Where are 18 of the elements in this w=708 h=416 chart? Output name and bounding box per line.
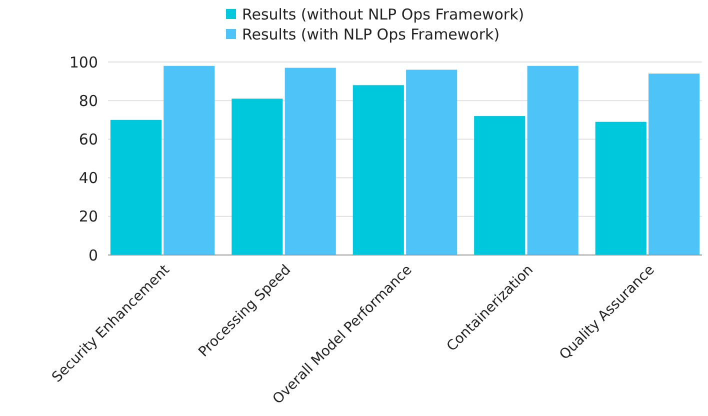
legend-label: Results (with NLP Ops Framework) xyxy=(242,25,500,44)
y-tick-label: 80 xyxy=(78,92,98,110)
bar xyxy=(232,98,283,255)
bar xyxy=(527,66,578,255)
y-tick-label: 20 xyxy=(78,208,98,226)
bar xyxy=(110,120,162,255)
y-tick-label: 100 xyxy=(69,53,98,72)
bar xyxy=(406,70,458,255)
y-tick-label: 40 xyxy=(78,169,98,188)
bar xyxy=(352,85,404,255)
bar xyxy=(595,122,646,255)
bar xyxy=(284,68,336,255)
y-tick-label: 0 xyxy=(88,246,98,264)
bar xyxy=(648,74,700,255)
bar xyxy=(164,66,215,255)
y-tick-label: 60 xyxy=(78,130,98,148)
legend-label: Results (without NLP Ops Framework) xyxy=(242,5,524,24)
bar xyxy=(474,116,526,255)
